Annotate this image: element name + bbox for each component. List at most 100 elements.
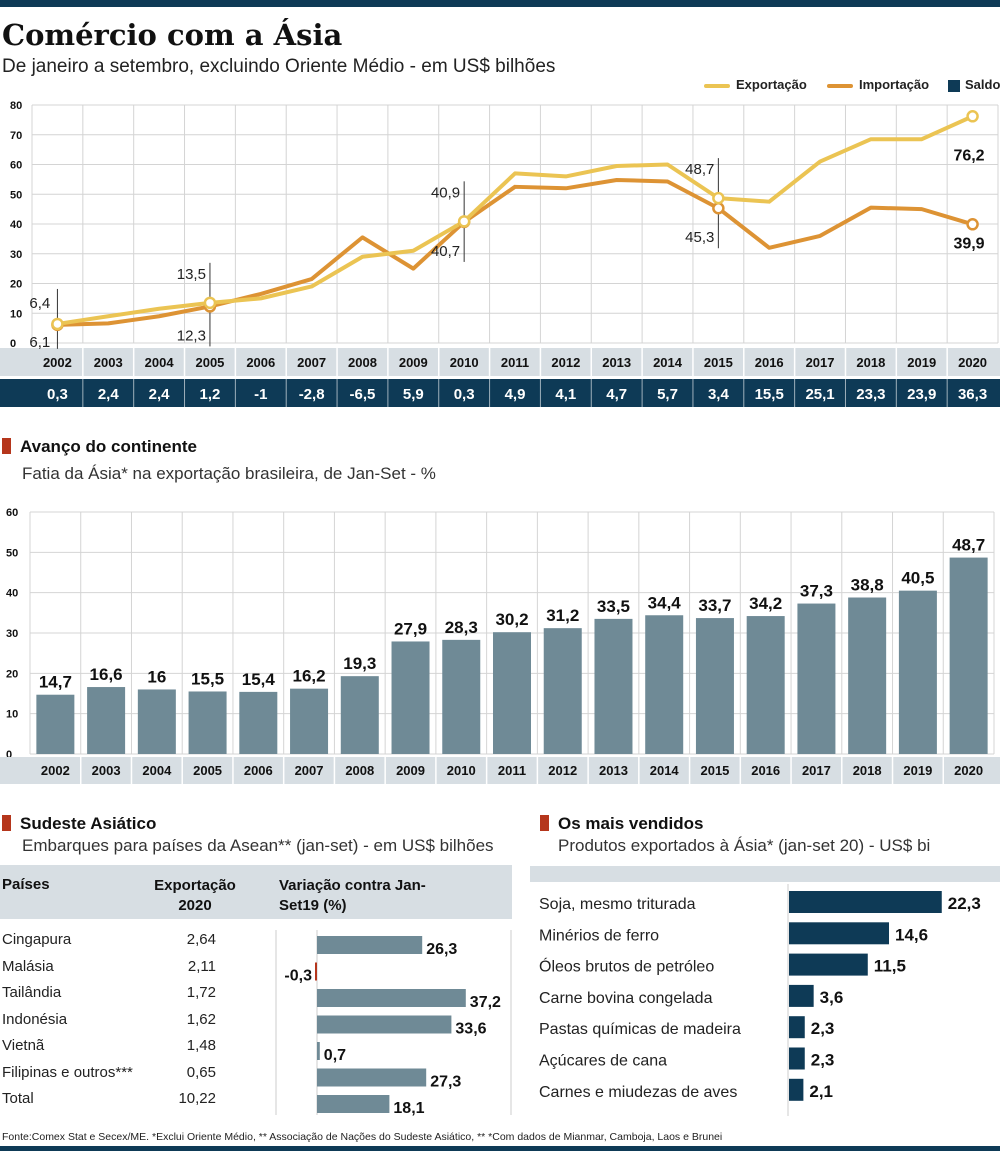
x-tick-label: 2016	[755, 355, 784, 370]
x-tick-label: 2010	[450, 355, 479, 370]
x-tick-label: 2014	[650, 763, 680, 778]
bar-value-label: 34,2	[749, 594, 782, 613]
product-label: Açúcares de cana	[539, 1053, 667, 1070]
product-bar	[789, 1078, 804, 1101]
legend-saldo: Saldo	[948, 77, 1000, 92]
x-tick-label: 2009	[399, 355, 428, 370]
product-bar	[789, 953, 868, 976]
bar-value-label: 19,3	[343, 654, 376, 673]
bar-value-label: 16,6	[90, 665, 123, 684]
table-cell-exportacao: 0,65	[186, 1063, 216, 1081]
bar	[340, 676, 379, 754]
x-tick-label: 2002	[41, 763, 70, 778]
section-title-vendidos: Os mais vendidos	[558, 814, 704, 833]
data-label-importacao: 12,3	[177, 327, 206, 344]
variation-label: 27,3	[430, 1074, 461, 1091]
bar-value-label: 15,5	[191, 669, 224, 688]
y-tick-label: 50	[6, 547, 18, 559]
page-subtitle: De janeiro a setembro, excluindo Oriente…	[2, 56, 556, 77]
x-tick-label: 2008	[348, 355, 377, 370]
legend-importacao-label: Importação	[859, 77, 930, 92]
y-tick-label: 30	[6, 628, 18, 640]
x-tick-label: 2012	[551, 355, 580, 370]
bar	[543, 628, 582, 754]
saldo-value: 5,7	[657, 386, 678, 403]
data-label-importacao: 45,3	[685, 229, 714, 246]
saldo-value: 3,4	[708, 386, 730, 403]
legend-exportacao-label: Exportação	[736, 77, 807, 92]
product-label: Carnes e miudezas de aves	[539, 1084, 737, 1101]
product-label: Óleos brutos de petróleo	[539, 957, 714, 976]
y-tick-label: 20	[10, 279, 22, 291]
marker-exportacao	[203, 296, 217, 310]
bar-value-label: 48,7	[952, 536, 985, 555]
section-marker-vendidos	[540, 815, 549, 831]
table-cell-exportacao: 2,11	[187, 957, 216, 975]
products-bar-chart: Soja, mesmo triturada 22,3 Minérios de fer…	[530, 866, 1000, 1116]
saldo-value: 2,4	[98, 386, 120, 403]
table-header-band	[0, 865, 512, 919]
variation-label: 0,7	[324, 1047, 346, 1064]
x-tick-label: 2013	[602, 355, 631, 370]
section-subtitle-avanco: Fatia da Ásia* na exportação brasileira,…	[22, 464, 436, 483]
saldo-value: -2,8	[299, 386, 325, 403]
product-value-label: 22,3	[948, 894, 981, 913]
year-band	[0, 757, 1000, 784]
bar-chart: 0 10 20 30 40 50 60 14,7 2002 16,6 2003 16 2004 15,5 2…	[0, 507, 1000, 784]
x-tick-label: 2009	[396, 763, 425, 778]
product-label: Soja, mesmo triturada	[539, 896, 696, 913]
x-tick-label: 2018	[853, 763, 882, 778]
x-tick-label: 2017	[802, 763, 831, 778]
table-cell-pais: Tailândia	[2, 984, 62, 1001]
bar	[87, 687, 126, 754]
bar-value-label: 16,2	[293, 667, 326, 686]
saldo-value: 4,9	[505, 386, 526, 403]
x-tick-label: 2007	[295, 763, 324, 778]
variation-label: 33,6	[455, 1021, 486, 1038]
variation-bar	[317, 936, 423, 954]
bar	[848, 597, 887, 754]
bar	[797, 603, 836, 754]
variation-label: 18,1	[393, 1100, 424, 1117]
variation-label: 26,3	[426, 941, 457, 958]
saldo-value: 15,5	[755, 386, 784, 403]
saldo-value: 2,4	[149, 386, 171, 403]
y-tick-label: 20	[6, 668, 18, 680]
bar	[645, 615, 684, 754]
bar	[239, 691, 278, 754]
saldo-value: 4,7	[606, 386, 627, 403]
table-cell-pais: Malásia	[2, 957, 54, 975]
bar-value-label: 34,4	[648, 593, 682, 612]
saldo-value: -6,5	[350, 386, 376, 403]
product-bar	[789, 984, 814, 1007]
x-tick-label: 2017	[806, 355, 835, 370]
data-label-exportacao: 76,2	[953, 147, 984, 164]
table-cell-pais: Total	[2, 1090, 34, 1107]
bar-value-label: 38,8	[851, 576, 884, 595]
marker-exportacao	[966, 110, 979, 123]
table-cell-exportacao: 2,64	[186, 931, 216, 948]
saldo-value: 5,9	[403, 386, 424, 403]
x-tick-label: 2016	[751, 763, 780, 778]
saldo-band	[0, 379, 1000, 407]
bar	[493, 632, 531, 754]
bar	[442, 639, 481, 754]
section-title-sudeste: Sudeste Asiático	[20, 814, 157, 833]
asean-bar-chart: 26,3 -0,3 37,2 33,6 0,7 27,3 18,1	[275, 930, 512, 1117]
bar	[188, 691, 227, 754]
variation-bar	[317, 1068, 427, 1087]
variation-bar	[317, 1015, 452, 1034]
bar	[898, 590, 937, 754]
legend-saldo-swatch	[948, 79, 960, 92]
saldo-value: 23,3	[856, 386, 885, 403]
y-tick-label: 60	[6, 507, 18, 519]
x-tick-label: 2006	[244, 763, 273, 778]
product-value-label: 14,6	[895, 925, 928, 944]
variation-label: 37,2	[470, 994, 501, 1011]
y-tick-label: 60	[10, 160, 22, 172]
column-header-variacao: Variação contra Jan-Set19 (%)	[279, 877, 426, 914]
y-tick-label: 50	[10, 189, 22, 201]
x-tick-label: 2015	[700, 763, 729, 778]
product-bar	[789, 922, 890, 945]
y-tick-label: 70	[10, 130, 22, 142]
